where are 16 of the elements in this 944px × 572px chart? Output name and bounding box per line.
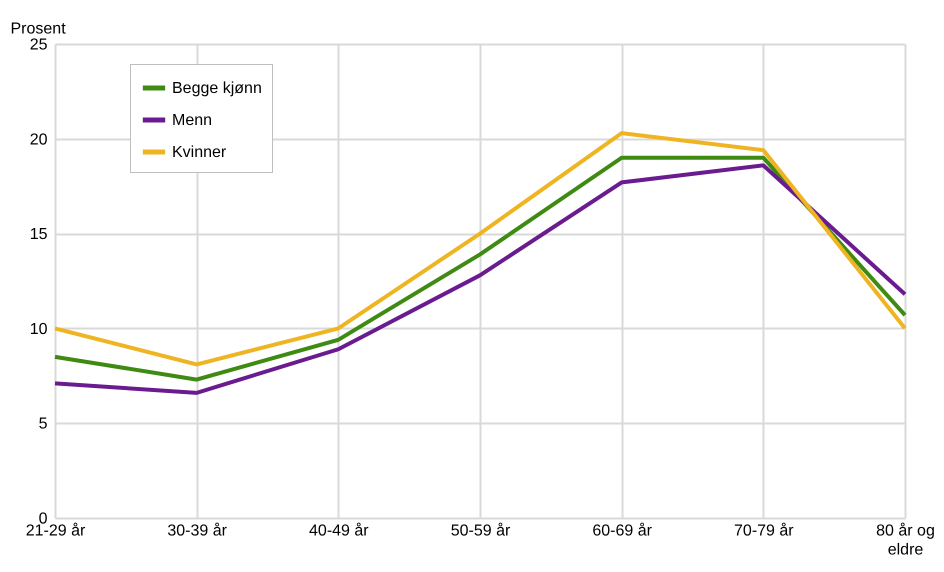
line-series bbox=[53, 131, 907, 366]
x-tick-label: 70-79 år bbox=[734, 522, 794, 540]
x-tick-label: 60-69 år bbox=[592, 522, 653, 540]
y-tick-label: 5 bbox=[38, 416, 48, 433]
x-tick-label: 30-39 år bbox=[167, 522, 228, 540]
y-tick-label: 15 bbox=[30, 226, 48, 244]
legend-label: Begge kjønn bbox=[172, 80, 262, 97]
x-tick-label: 40-49 år bbox=[309, 522, 370, 540]
x-tick-label: 80 år og eldre bbox=[876, 522, 935, 558]
y-axis-title: Prosent bbox=[10, 20, 66, 38]
legend-label: Menn bbox=[172, 112, 212, 129]
x-tick-label: 50-59 år bbox=[450, 522, 511, 540]
y-tick-label: 25 bbox=[30, 36, 48, 54]
legend-label: Kvinner bbox=[172, 144, 227, 161]
y-tick-label: 10 bbox=[30, 320, 48, 338]
y-tick-label: 20 bbox=[30, 131, 48, 148]
